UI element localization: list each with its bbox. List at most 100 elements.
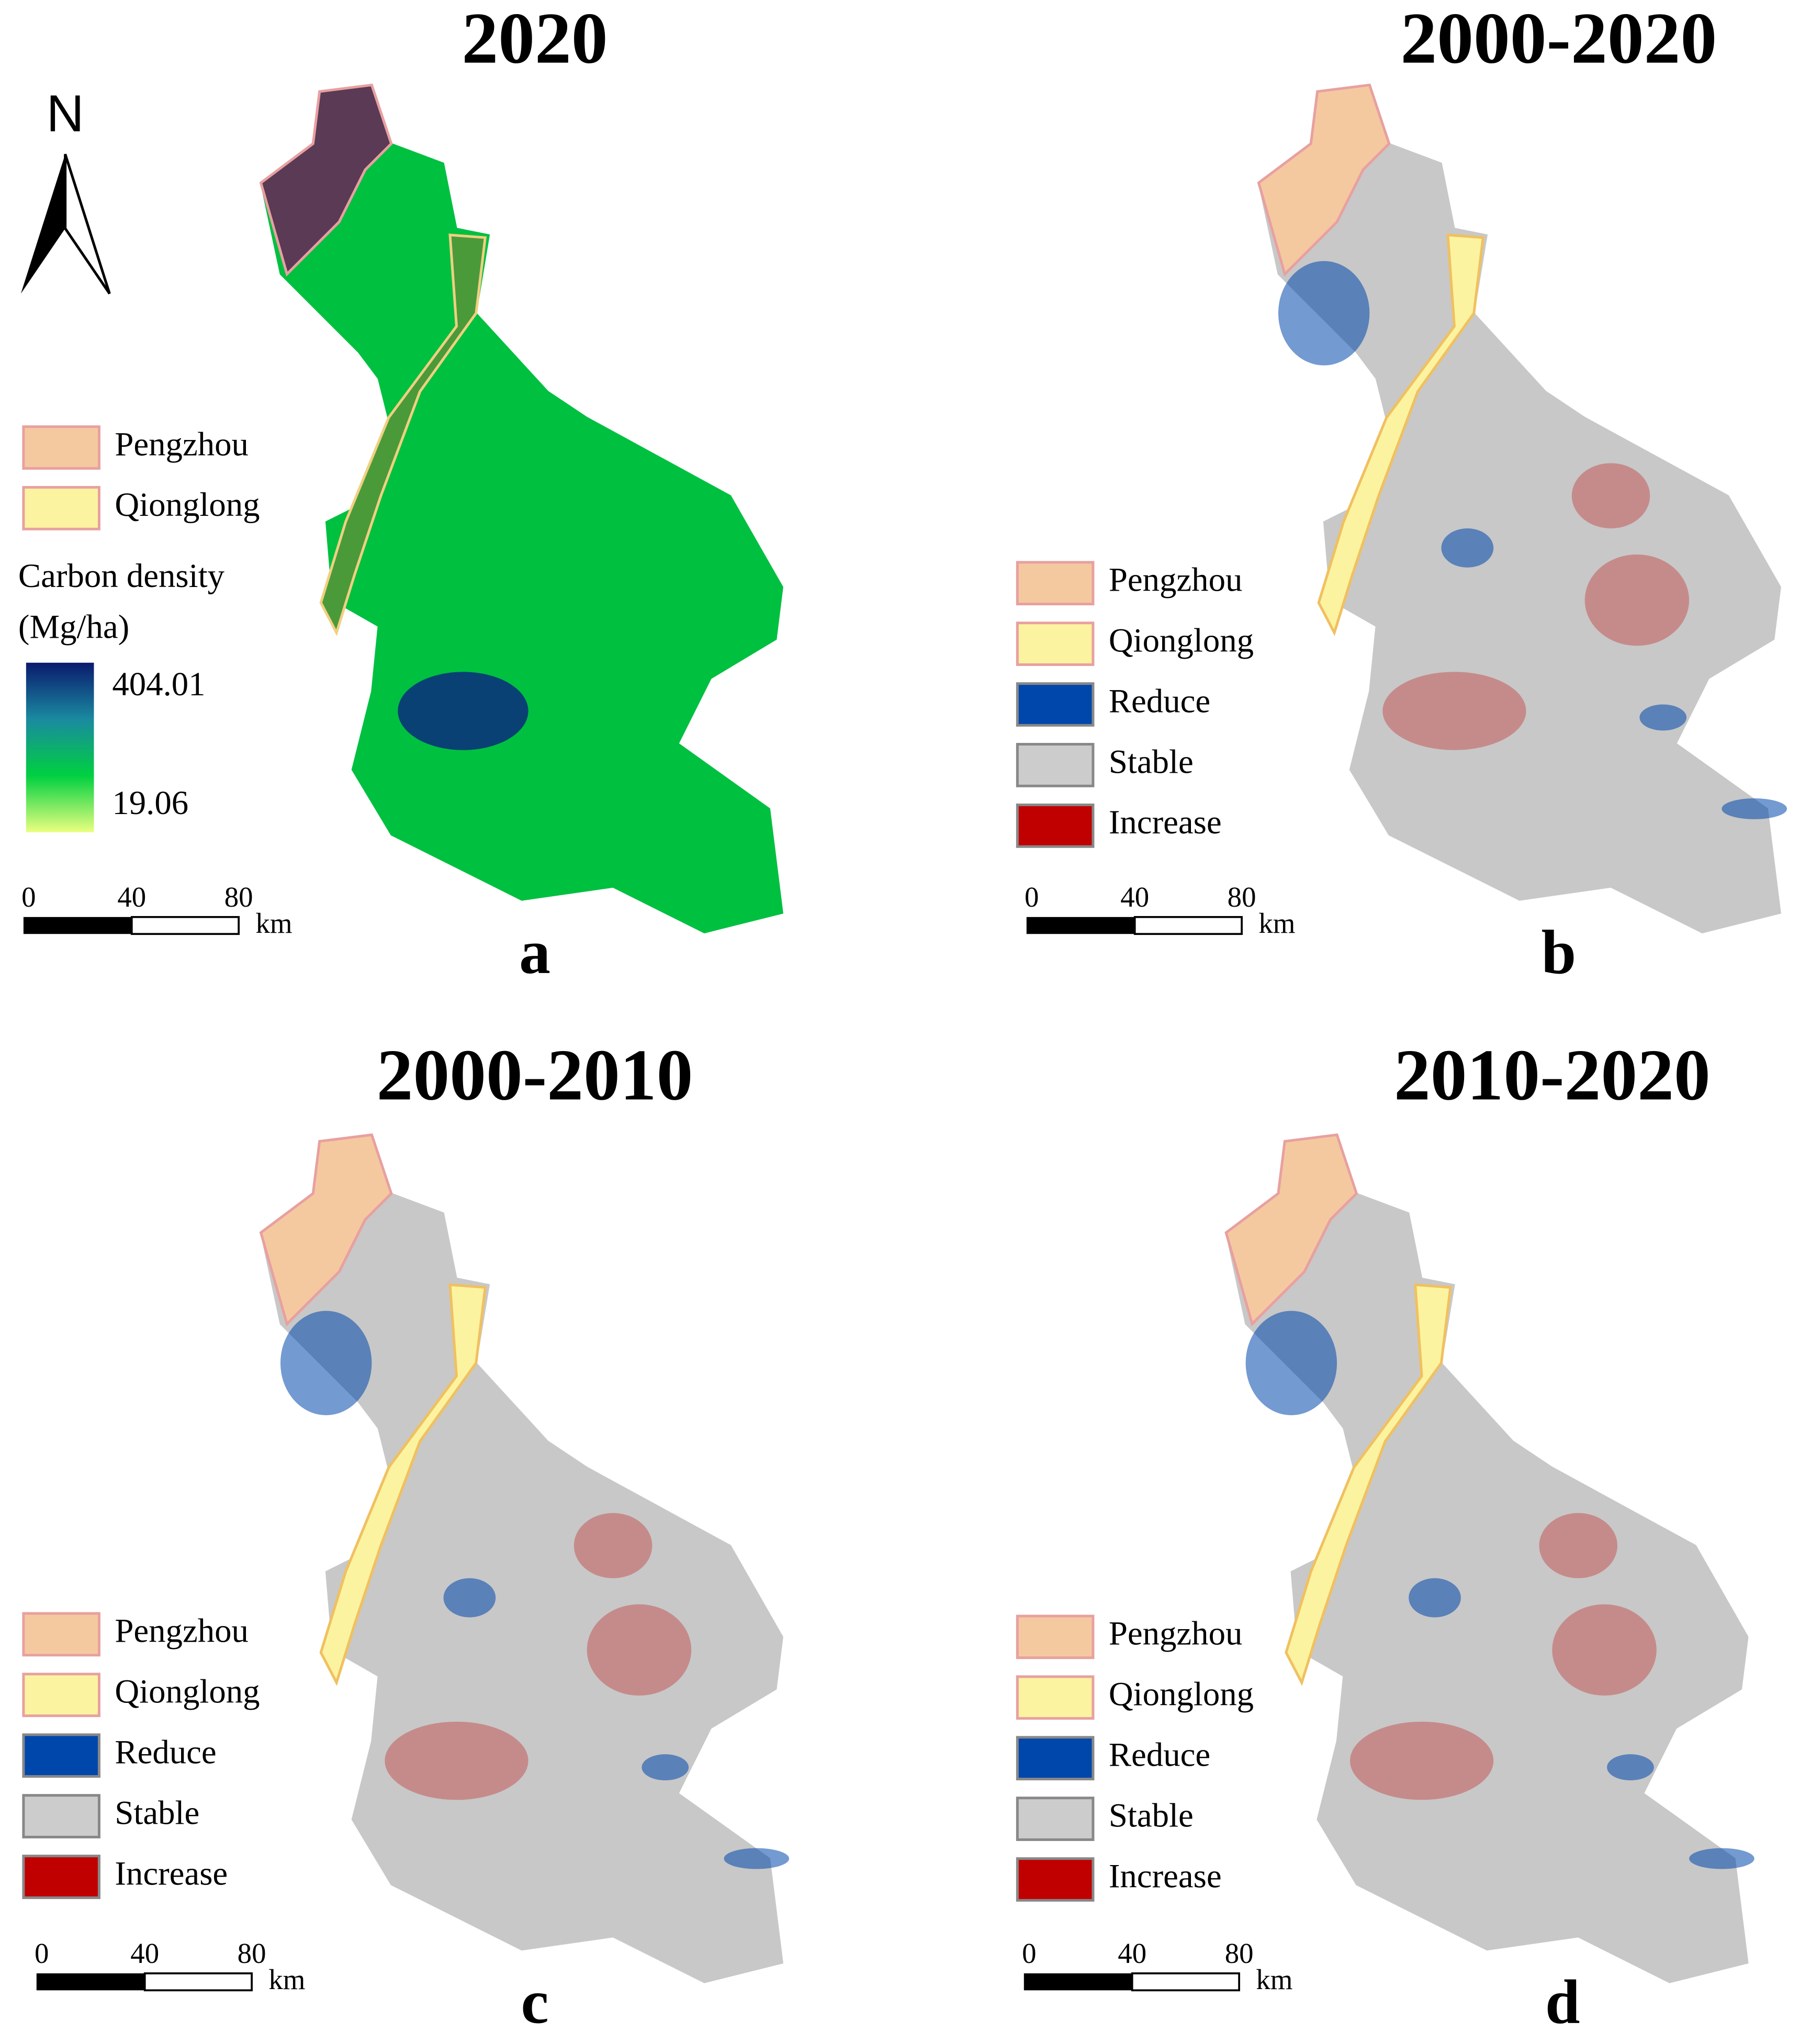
colorbar-max: 404.01 bbox=[112, 665, 205, 703]
scale-label: 80 bbox=[238, 1937, 266, 1969]
reduce-patch bbox=[1409, 1578, 1461, 1618]
legend-swatch bbox=[1016, 1797, 1095, 1841]
scale-bar-black bbox=[23, 917, 132, 934]
increase-patch bbox=[1539, 1513, 1618, 1578]
qionglong-area bbox=[1285, 1283, 1452, 1686]
increase-patch bbox=[1552, 1604, 1657, 1696]
legend-label: Stable bbox=[115, 1794, 199, 1832]
increase-patch bbox=[1350, 1721, 1494, 1800]
legend-label: Pengzhou bbox=[1109, 1615, 1243, 1653]
legend-label: Pengzhou bbox=[115, 425, 249, 463]
legend-label: Increase bbox=[1109, 804, 1222, 841]
colorbar-min: 19.06 bbox=[112, 784, 188, 822]
reduce-patch bbox=[280, 1311, 372, 1416]
reduce-patch bbox=[1639, 704, 1687, 731]
legend-swatch bbox=[22, 425, 100, 470]
panel-label: d bbox=[1545, 1967, 1580, 2037]
reduce-patch bbox=[1278, 261, 1370, 366]
scale-label: 80 bbox=[224, 881, 253, 913]
scale-bar-black bbox=[1026, 917, 1135, 934]
colorbar-unit: (Mg/ha) bbox=[18, 608, 129, 646]
scale-bar-white bbox=[130, 916, 240, 935]
pengzhou-area bbox=[1257, 83, 1391, 277]
legend-label: Pengzhou bbox=[115, 1612, 249, 1650]
scale-label: 80 bbox=[1225, 1937, 1254, 1969]
scale-label: 40 bbox=[1118, 1937, 1146, 1969]
scale-bar-black bbox=[36, 1973, 145, 1991]
legend-swatch bbox=[22, 1612, 100, 1657]
high-density-area bbox=[398, 672, 528, 750]
legend-label: Reduce bbox=[115, 1734, 216, 1771]
scale-unit: km bbox=[1256, 1963, 1292, 1995]
panel-title: 2000-2020 bbox=[1400, 0, 1717, 79]
reduce-patch bbox=[1245, 1311, 1337, 1416]
increase-patch bbox=[573, 1513, 652, 1578]
legend-label: Qionglong bbox=[1109, 622, 1254, 659]
increase-patch bbox=[1584, 554, 1690, 646]
scale-label: 40 bbox=[130, 1937, 159, 1969]
legend-swatch bbox=[1016, 1675, 1095, 1720]
pengzhou-area bbox=[259, 1133, 393, 1327]
panel-title: 2000-2010 bbox=[377, 1035, 693, 1115]
colorbar-title: Carbon density bbox=[18, 557, 225, 595]
pengzhou-area bbox=[1224, 1133, 1358, 1327]
scale-label: 0 bbox=[1025, 881, 1039, 913]
qionglong-area bbox=[1317, 233, 1485, 636]
legend-label: Qionglong bbox=[115, 486, 260, 524]
reduce-patch bbox=[1607, 1754, 1654, 1781]
north-arrow-left bbox=[20, 154, 65, 294]
legend-label: Stable bbox=[1109, 743, 1194, 781]
legend-swatch bbox=[1016, 622, 1095, 666]
panel: 2000-2010 c Pengzhou Qionglong Reduce Stable I… bbox=[22, 1035, 790, 2037]
scale-bar-white bbox=[1131, 1972, 1240, 1992]
scale-label: 40 bbox=[1120, 881, 1149, 913]
legend-swatch bbox=[1016, 1736, 1095, 1781]
legend-swatch bbox=[1016, 803, 1095, 848]
qionglong-area bbox=[319, 233, 487, 636]
reduce-patch bbox=[1689, 1848, 1754, 1869]
scale-label: 0 bbox=[35, 1937, 49, 1969]
scale-label: 40 bbox=[117, 881, 146, 913]
scale-label: 80 bbox=[1228, 881, 1256, 913]
scale-unit: km bbox=[1258, 907, 1295, 939]
legend-swatch bbox=[1016, 561, 1095, 606]
north-label: N bbox=[47, 85, 84, 143]
legend-label: Stable bbox=[1109, 1797, 1194, 1834]
panel-label: b bbox=[1542, 917, 1577, 987]
legend-label: Increase bbox=[115, 1855, 228, 1892]
reduce-patch bbox=[443, 1578, 496, 1618]
legend-label: Pengzhou bbox=[1109, 561, 1243, 599]
legend-swatch bbox=[22, 1794, 100, 1838]
north-arrow-right bbox=[64, 153, 111, 295]
legend-label: Qionglong bbox=[115, 1673, 260, 1711]
legend-label: Reduce bbox=[1109, 1736, 1210, 1774]
scale-label: 0 bbox=[1022, 1937, 1036, 1969]
increase-patch bbox=[1571, 463, 1650, 528]
legend-swatch bbox=[1016, 1614, 1095, 1659]
pengzhou-area bbox=[259, 83, 393, 277]
scale-bar-white bbox=[143, 1972, 253, 1992]
qionglong-area bbox=[319, 1283, 487, 1686]
legend-label: Qionglong bbox=[1109, 1676, 1254, 1713]
scale-bar-black bbox=[1023, 1973, 1132, 1991]
legend-swatch bbox=[1016, 1857, 1095, 1902]
reduce-patch bbox=[1722, 798, 1787, 819]
scale-unit: km bbox=[255, 907, 292, 939]
panel: 2010-2020 d Pengzhou Qionglong Reduce Stable I… bbox=[1016, 1035, 1754, 2037]
legend-swatch bbox=[1016, 682, 1095, 727]
panel: 2000-2020 b Pengzhou Qionglong Reduce Stable I… bbox=[1016, 0, 1787, 987]
reduce-patch bbox=[642, 1754, 689, 1781]
reduce-patch bbox=[1441, 528, 1494, 568]
scale-unit: km bbox=[268, 1963, 305, 1995]
study-region bbox=[260, 84, 784, 934]
scale-label: 0 bbox=[21, 881, 36, 913]
increase-patch bbox=[587, 1604, 692, 1696]
legend-swatch bbox=[22, 1733, 100, 1778]
legend-swatch bbox=[22, 1855, 100, 1899]
panel-label: c bbox=[521, 1967, 548, 2037]
legend-swatch bbox=[1016, 743, 1095, 787]
legend-swatch bbox=[22, 1673, 100, 1718]
